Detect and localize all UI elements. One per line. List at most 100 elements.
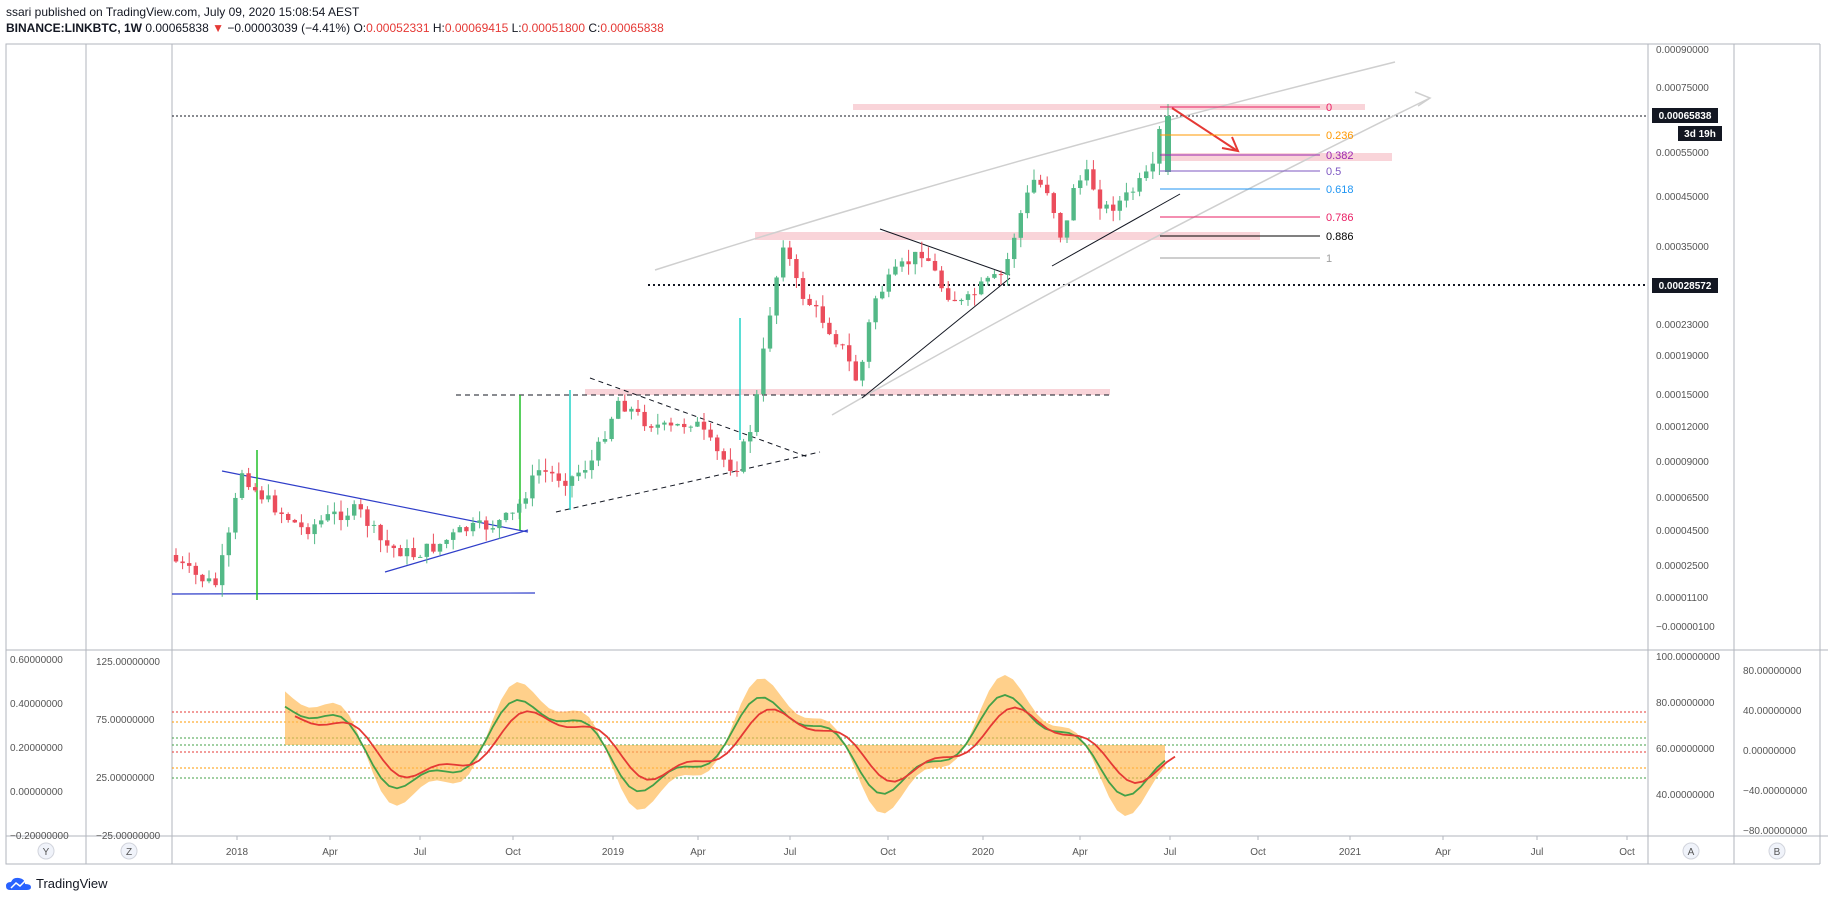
- time-tick: 2020: [972, 847, 995, 858]
- brand-label: TradingView: [36, 876, 108, 891]
- candle-body: [457, 527, 462, 533]
- candle-body: [701, 421, 707, 430]
- price-axis: 0.000900000.000750000.000650000.00055000…: [1656, 45, 1715, 633]
- countdown-label: 3d 19h: [1684, 129, 1716, 140]
- corner-button-z[interactable]: [120, 842, 138, 860]
- ind-left-inner-tick: 75.00000000: [96, 715, 155, 726]
- level-badge: [1652, 278, 1718, 293]
- countdown-badge: [1678, 126, 1722, 141]
- time-tick: Oct: [880, 847, 896, 858]
- candle-body: [233, 497, 238, 533]
- candle-body: [193, 565, 198, 575]
- ind-left-inner-tick: 125.00000000: [96, 657, 160, 668]
- ind-green-line: [284, 694, 1166, 797]
- candle-body: [748, 432, 753, 442]
- candle-body: [398, 548, 403, 557]
- candle-body: [734, 471, 740, 473]
- corner-b-label: B: [1774, 847, 1781, 858]
- candle-body: [840, 344, 845, 346]
- candle-body: [1025, 192, 1030, 214]
- channel-upper: [654, 61, 1396, 271]
- level-label: 0.00028572: [1659, 281, 1712, 292]
- candle-body: [682, 423, 687, 428]
- candle-body: [200, 574, 205, 582]
- candle-body: [761, 348, 766, 395]
- candle-body: [470, 522, 476, 532]
- candle-body: [979, 281, 984, 295]
- candle-body: [484, 520, 489, 530]
- corner-button-b[interactable]: [1768, 842, 1786, 860]
- fib-retracement: 0 0.236 0.382 0.5 0.618 0.786 0.886 1: [1160, 102, 1354, 265]
- ind-left-outer-tick: 0.20000000: [10, 743, 63, 754]
- ind-right-outer-tick: −40.00000000: [1743, 786, 1808, 797]
- price-tick: 0.00012000: [1656, 422, 1709, 433]
- candle-body: [926, 258, 931, 261]
- candle-body: [1005, 259, 1010, 275]
- candle-body: [1130, 191, 1136, 193]
- candle-body: [576, 472, 581, 477]
- price-tick: 0.00055000: [1656, 148, 1709, 159]
- candle-body: [794, 259, 799, 279]
- price-tick: 0.00019000: [1656, 351, 1709, 362]
- price-tick: 0.00006500: [1656, 493, 1709, 504]
- candle-body: [358, 504, 363, 510]
- time-tick: Apr: [1435, 847, 1451, 858]
- candle-body: [946, 288, 951, 300]
- tradingview-logo[interactable]: TradingView: [6, 876, 108, 891]
- candle-body: [272, 495, 278, 513]
- candle-body: [220, 555, 225, 586]
- candle-body: [998, 274, 1004, 276]
- ind-right-inner-tick: 40.00000000: [1656, 790, 1715, 801]
- ind-histogram-area: [285, 674, 1165, 817]
- candle-body: [517, 503, 522, 513]
- time-tick: Jul: [1164, 847, 1177, 858]
- candle-body: [741, 441, 746, 472]
- candle-body: [1157, 128, 1162, 164]
- candle-body: [649, 426, 654, 428]
- candle-body: [213, 578, 218, 586]
- candle-body: [906, 261, 911, 265]
- candle-body: [1058, 212, 1063, 238]
- candle-body: [1051, 193, 1056, 213]
- candle-body: [853, 361, 858, 381]
- channel-lower: [831, 97, 1431, 416]
- corner-button-y[interactable]: [37, 842, 55, 860]
- candle-body: [754, 394, 759, 433]
- corner-z-label: Z: [126, 847, 132, 858]
- candle-body: [774, 277, 779, 316]
- corner-button-a[interactable]: [1682, 842, 1700, 860]
- publisher-line: ssari published on TradingView.com, July…: [6, 5, 360, 19]
- candle-body: [563, 480, 568, 486]
- price-tick: 0.00090000: [1656, 45, 1709, 56]
- ind-right-outer-tick: −80.00000000: [1743, 826, 1808, 837]
- candle-body: [503, 512, 509, 521]
- candle-body: [1078, 180, 1083, 189]
- ind-right-outer-tick: 40.00000000: [1743, 706, 1802, 717]
- candle-body: [477, 520, 482, 523]
- candle-body: [338, 511, 344, 521]
- candle-body: [365, 509, 370, 526]
- fib-label: 0.886: [1326, 231, 1354, 243]
- candle-body: [437, 543, 443, 552]
- candle-body: [292, 519, 297, 523]
- candle-body: [913, 251, 918, 265]
- candle-body: [715, 437, 720, 452]
- candle-body: [728, 459, 733, 472]
- candle-body: [787, 247, 792, 260]
- candle-body: [444, 539, 449, 544]
- low-label: L:: [511, 21, 522, 35]
- candle-body: [497, 520, 502, 529]
- open-label: O:: [353, 21, 367, 35]
- fib-label: 0.382: [1326, 150, 1354, 162]
- price-tick: 0.00002500: [1656, 561, 1709, 572]
- candle-body: [385, 540, 390, 546]
- candle-body: [464, 527, 469, 532]
- candle-body: [180, 561, 185, 564]
- candle-body: [404, 548, 410, 557]
- candle-body: [972, 294, 977, 296]
- candle-body: [332, 511, 337, 515]
- price-tick: 0.00075000: [1656, 83, 1709, 94]
- time-tick: Jul: [414, 847, 427, 858]
- fib-label: 0.618: [1326, 184, 1354, 196]
